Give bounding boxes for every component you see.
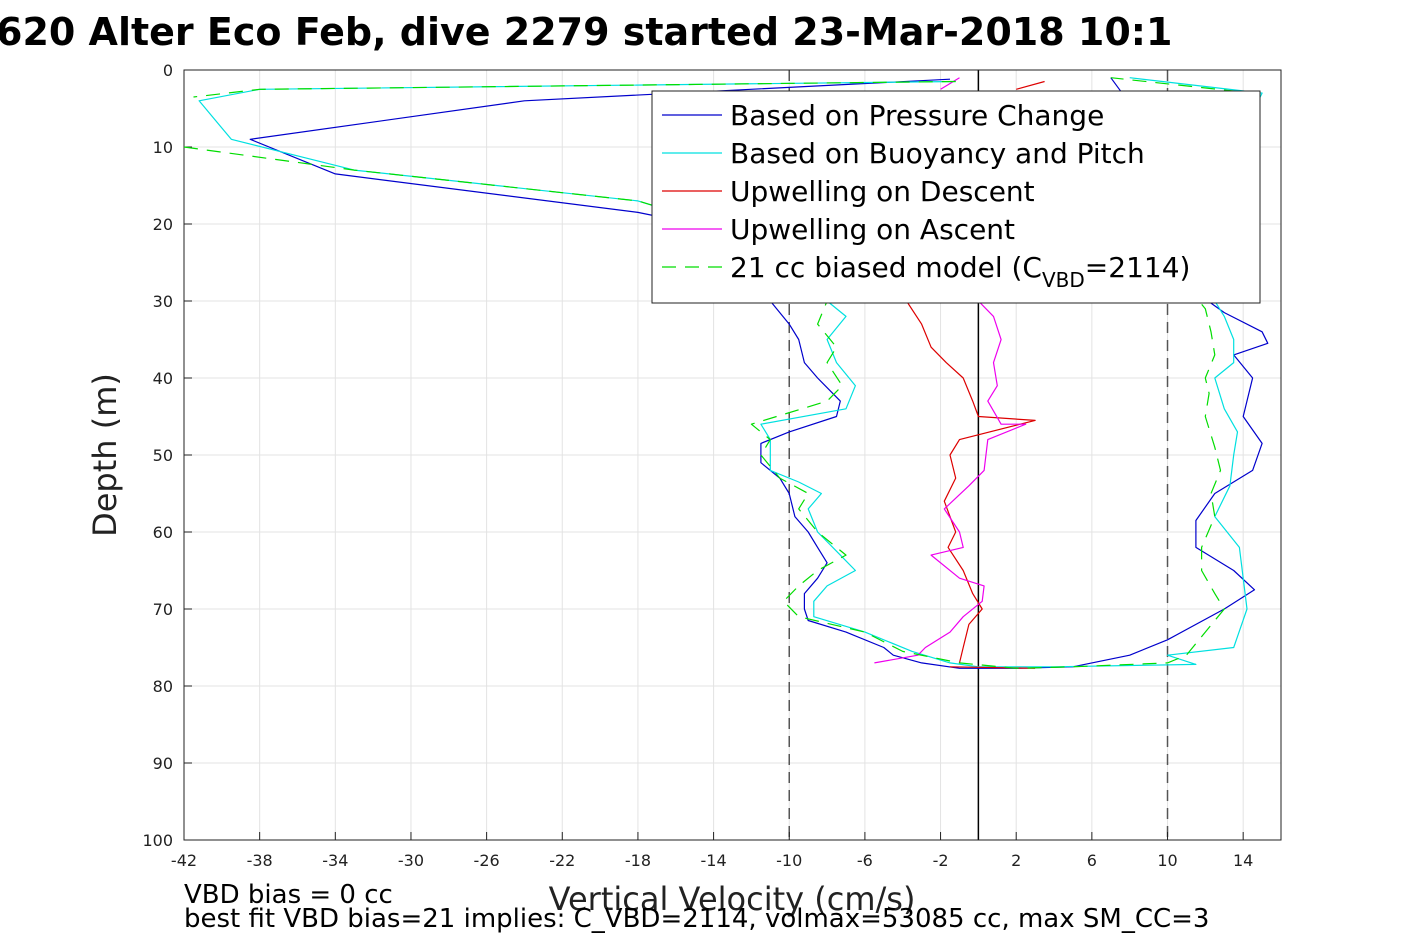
legend-box — [651, 90, 1261, 304]
x-tick-label: -10 — [776, 851, 802, 870]
x-tick-label: -30 — [398, 851, 424, 870]
x-tick-label: -26 — [474, 851, 500, 870]
x-tick-label: -34 — [322, 851, 348, 870]
series-line — [874, 300, 1027, 664]
legend-label: Upwelling on Ascent — [730, 213, 1015, 246]
y-tick-label: 70 — [153, 600, 173, 619]
x-tick-label: 6 — [1087, 851, 1097, 870]
x-axis-label: Vertical Velocity (cm/s) — [549, 880, 916, 918]
series-line — [249, 77, 1269, 669]
x-tick-label: -2 — [933, 851, 949, 870]
y-tick-label: 0 — [163, 61, 173, 80]
series-line — [940, 77, 960, 90]
y-tick-label: 50 — [153, 446, 173, 465]
chart-title: 620 Alter Eco Feb, dive 2279 started 23-… — [0, 10, 1172, 54]
note-vbd-bias: VBD bias = 0 cc — [184, 880, 393, 910]
x-tick-label: -42 — [171, 851, 197, 870]
y-tick-label: 60 — [153, 523, 173, 542]
series-line — [905, 300, 1036, 664]
x-tick-label: -18 — [625, 851, 651, 870]
y-tick-label: 30 — [153, 292, 173, 311]
series-group — [183, 77, 1254, 669]
y-axis-label: Depth (m) — [86, 373, 124, 537]
axis-ticks: -42 -38 -34 -30 -26 -22 -18 -14 -10 -6 -2 2 6 10 14010… — [142, 61, 1253, 870]
legend-label: Based on Buoyancy and Pitch — [730, 137, 1145, 170]
y-tick-label: 40 — [153, 369, 173, 388]
y-tick-label: 10 — [153, 138, 173, 157]
x-tick-label: 14 — [1233, 851, 1253, 870]
series-group — [874, 77, 1027, 664]
y-tick-label: 20 — [153, 215, 173, 234]
legend-label: 21 cc biased model (CVBD=2114) — [730, 251, 1190, 292]
x-tick-label: -38 — [247, 851, 273, 870]
series-line — [193, 80, 956, 98]
legend-label: Based on Pressure Change — [730, 99, 1104, 132]
legend: Based on Pressure Change Based on Buoyanc… — [651, 90, 1261, 304]
series-line — [183, 77, 1254, 669]
y-tick-label: 100 — [142, 831, 173, 850]
series-group — [905, 80, 1045, 669]
note-best-fit: best fit VBD bias=21 implies: C_VBD=2114… — [184, 904, 1209, 934]
series-line — [1016, 80, 1045, 90]
legend-label: Upwelling on Descent — [730, 175, 1035, 208]
series-group — [249, 77, 1269, 669]
x-tick-label: -14 — [701, 851, 727, 870]
y-tick-label: 80 — [153, 677, 173, 696]
x-tick-label: -22 — [549, 851, 575, 870]
y-tick-label: 90 — [153, 754, 173, 773]
x-tick-label: 2 — [1011, 851, 1021, 870]
x-tick-label: 10 — [1157, 851, 1177, 870]
series-line — [949, 666, 1036, 669]
x-tick-label: -6 — [857, 851, 873, 870]
